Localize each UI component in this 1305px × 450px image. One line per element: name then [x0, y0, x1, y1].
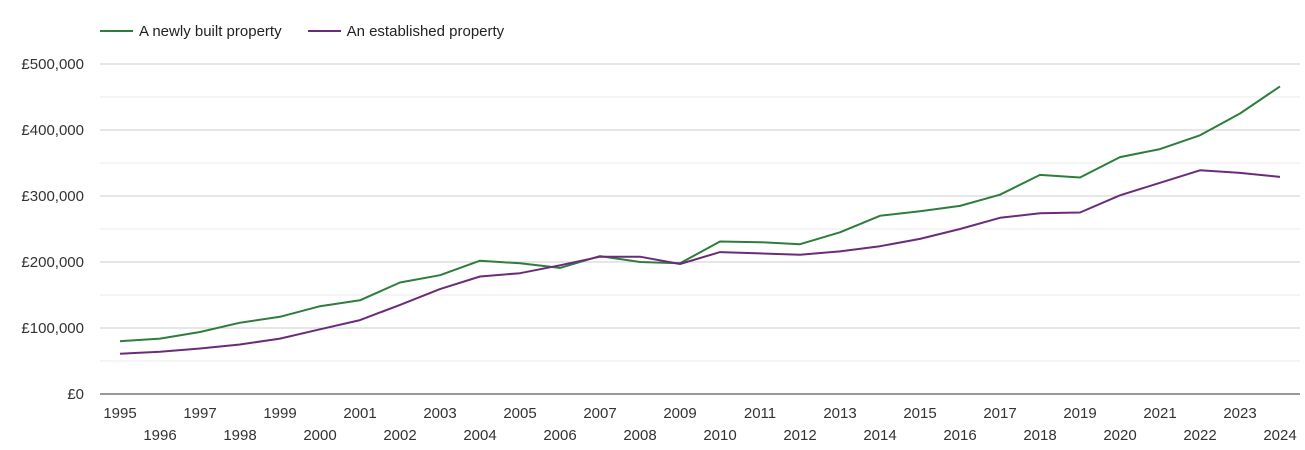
x-tick-label: 2015: [903, 405, 936, 422]
legend-item-established: An established property: [307, 22, 505, 40]
y-tick-label: £100,000: [21, 320, 84, 337]
x-tick-label: 2019: [1063, 405, 1096, 422]
x-tick-label: 1999: [263, 405, 296, 422]
x-tick-label: 2017: [983, 405, 1016, 422]
y-tick-label: £0: [67, 386, 84, 403]
x-tick-label: 2010: [703, 427, 736, 444]
x-tick-label: 2004: [463, 427, 496, 444]
x-tick-label: 2001: [343, 405, 376, 422]
x-tick-label: 1998: [223, 427, 256, 444]
x-tick-label: 2011: [744, 405, 776, 422]
legend-swatch-new: [100, 30, 133, 32]
x-tick-label: 2005: [503, 405, 536, 422]
x-tick-label: 2018: [1023, 427, 1056, 444]
y-tick-label: £200,000: [21, 254, 84, 271]
x-tick-label: 1996: [143, 427, 176, 444]
legend-label-new: A newly built property: [139, 22, 282, 40]
x-tick-label: 2009: [663, 405, 696, 422]
x-tick-label: 2008: [623, 427, 656, 444]
x-tick-label: 2006: [543, 427, 576, 444]
x-tick-label: 2007: [583, 405, 616, 422]
series-line-new: [119, 85, 1281, 343]
x-tick-label: 2016: [943, 427, 976, 444]
legend-item-new: A newly built property: [100, 23, 282, 40]
y-tick-label: £500,000: [21, 56, 84, 73]
x-tick-label: 2003: [423, 405, 456, 422]
x-tick-label: 2020: [1103, 427, 1136, 444]
x-tick-label: 2021: [1143, 405, 1176, 422]
x-tick-label: 2000: [303, 427, 336, 444]
series-line-established: [119, 169, 1281, 355]
x-tick-label: 2002: [383, 427, 416, 444]
x-tick-label: 2012: [783, 427, 816, 444]
x-tick-label: 1995: [103, 405, 136, 422]
x-tick-label: 2023: [1223, 405, 1256, 422]
x-tick-label: 2013: [823, 405, 856, 422]
x-tick-label: 2024: [1263, 427, 1296, 444]
legend-swatch-established: [307, 30, 341, 32]
y-tick-label: £300,000: [21, 188, 84, 205]
chart-legend: A newly built property An established pr…: [100, 20, 504, 42]
x-tick-label: 2022: [1183, 427, 1216, 444]
x-tick-label: 1997: [183, 405, 216, 422]
legend-label-established: An established property: [346, 22, 505, 40]
y-tick-label: £400,000: [21, 122, 84, 139]
x-tick-label: 2014: [863, 427, 896, 444]
